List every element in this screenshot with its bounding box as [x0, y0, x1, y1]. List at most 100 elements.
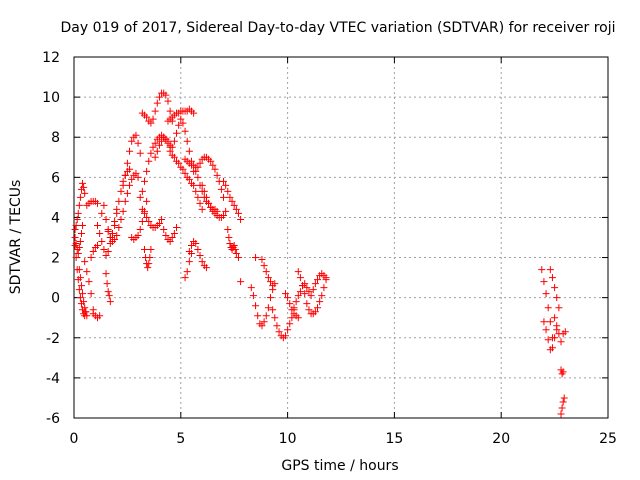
data-series-fall-a	[166, 147, 206, 213]
data-point	[303, 284, 311, 292]
data-point	[158, 137, 166, 145]
data-point	[168, 143, 176, 151]
data-point	[104, 248, 112, 256]
data-point	[284, 326, 292, 334]
data-point	[153, 147, 161, 155]
data-point	[179, 165, 187, 173]
data-point	[220, 193, 228, 201]
x-tick-label: 20	[492, 431, 510, 447]
data-point	[173, 129, 181, 137]
data-point	[74, 250, 82, 258]
data-point	[79, 221, 87, 229]
data-point	[75, 201, 83, 209]
data-point	[553, 294, 561, 302]
data-series-valley-b	[258, 256, 277, 290]
data-point	[252, 302, 260, 310]
data-point	[224, 225, 232, 233]
data-point	[71, 234, 79, 241]
x-tick-label: 10	[279, 431, 297, 447]
data-point	[559, 398, 567, 406]
data-point	[134, 173, 142, 181]
data-point	[181, 274, 189, 282]
data-point	[111, 221, 119, 229]
data-point	[143, 213, 151, 221]
data-point	[294, 268, 302, 276]
data-point	[158, 215, 166, 223]
data-point	[196, 199, 204, 207]
data-point	[181, 169, 189, 177]
y-tick-label: 6	[51, 170, 60, 186]
data-point	[211, 165, 219, 173]
data-point	[147, 149, 155, 157]
data-point	[143, 197, 151, 205]
data-point	[198, 181, 206, 189]
data-point	[166, 147, 174, 155]
data-point	[260, 318, 268, 326]
data-point	[220, 177, 228, 185]
data-point	[247, 284, 255, 292]
data-point	[102, 270, 110, 278]
data-point	[93, 199, 101, 207]
y-tick-label: 8	[51, 130, 60, 146]
data-point	[267, 278, 275, 286]
data-point	[226, 240, 234, 248]
data-point	[561, 328, 569, 336]
data-point	[225, 234, 233, 241]
data-point	[162, 231, 170, 239]
data-point	[305, 306, 313, 314]
data-point	[102, 215, 110, 223]
data-point	[115, 197, 123, 205]
data-point	[252, 254, 260, 262]
data-point	[79, 290, 87, 298]
data-point	[557, 410, 565, 418]
data-point	[83, 312, 91, 320]
data-point	[185, 147, 193, 155]
data-point	[77, 282, 85, 290]
data-point	[80, 183, 88, 191]
data-point	[194, 193, 202, 201]
data-point	[196, 159, 204, 167]
data-point	[79, 179, 87, 187]
y-tick-label: 10	[42, 90, 60, 106]
data-point	[224, 187, 232, 195]
data-point	[75, 286, 83, 294]
data-point	[262, 268, 270, 276]
data-point	[546, 318, 554, 326]
data-point	[81, 304, 89, 312]
data-point	[542, 326, 550, 334]
data-point	[87, 254, 95, 262]
data-point	[183, 268, 191, 276]
data-series-tail-a	[220, 177, 245, 223]
data-point	[262, 312, 270, 320]
data-point	[551, 314, 559, 322]
data-series-late-d	[551, 314, 569, 346]
data-point	[540, 278, 548, 286]
data-series-low-a	[87, 242, 101, 262]
data-point	[558, 404, 566, 412]
data-series-gap-a	[140, 246, 155, 272]
data-point	[155, 93, 163, 101]
data-point	[75, 266, 83, 274]
y-tick-label: 0	[51, 291, 60, 307]
data-point	[136, 225, 144, 233]
data-point	[175, 159, 183, 167]
x-tick-label: 5	[176, 431, 185, 447]
chart-title: Day 019 of 2017, Sidereal Day-to-day VTE…	[60, 20, 615, 36]
data-point	[299, 282, 307, 290]
data-point	[151, 139, 159, 147]
data-point	[100, 246, 108, 254]
data-point	[232, 250, 240, 258]
data-point	[83, 268, 91, 276]
data-point	[551, 334, 559, 342]
data-point	[138, 217, 146, 225]
x-tick-label: 25	[599, 431, 617, 447]
data-point	[132, 169, 140, 177]
data-point	[183, 137, 191, 145]
data-series-late-c	[546, 266, 563, 312]
data-point	[85, 278, 93, 286]
data-series-peak-b	[164, 105, 198, 125]
data-point	[288, 314, 296, 322]
data-point	[77, 229, 85, 237]
data-point	[264, 274, 272, 282]
data-point	[126, 147, 134, 155]
